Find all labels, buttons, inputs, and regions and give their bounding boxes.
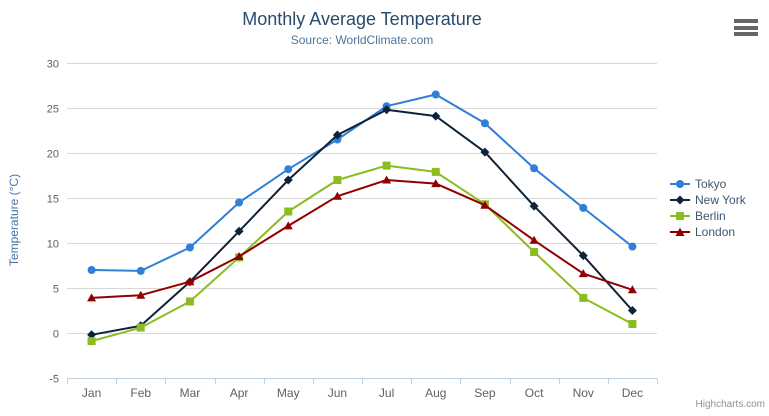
xaxis-category-label: Nov xyxy=(573,386,594,400)
data-point-new-york[interactable] xyxy=(382,105,392,115)
chart-title: Monthly Average Temperature xyxy=(242,9,482,29)
xaxis-category-label: Mar xyxy=(180,386,201,400)
data-point-berlin[interactable] xyxy=(136,323,145,332)
legend-item-label: Tokyo xyxy=(695,176,727,191)
data-point-tokyo[interactable] xyxy=(87,266,96,274)
yaxis-tick-label: 5 xyxy=(53,284,59,296)
hamburger-menu-icon xyxy=(734,19,758,23)
xaxis-category-label: Aug xyxy=(425,386,446,400)
series-line-london[interactable] xyxy=(90,179,634,299)
legend-item-new-york[interactable]: New York xyxy=(670,192,746,207)
data-point-new-york[interactable] xyxy=(283,175,293,185)
yaxis-tick-label: 25 xyxy=(47,104,59,116)
circle-series-marker-icon xyxy=(670,179,690,188)
data-point-berlin[interactable] xyxy=(284,207,293,216)
triangle-series-marker-icon xyxy=(670,227,690,236)
hamburger-menu-icon xyxy=(734,25,758,30)
data-point-new-york[interactable] xyxy=(627,306,637,315)
export-menu-button[interactable] xyxy=(734,19,758,36)
yaxis-tick-label: -5 xyxy=(49,374,59,386)
data-point-london[interactable] xyxy=(480,200,490,209)
yaxis-tick-label: 10 xyxy=(47,239,59,251)
data-point-tokyo[interactable] xyxy=(185,243,194,252)
legend: Tokyo New York Berlin London xyxy=(670,176,746,239)
data-point-berlin[interactable] xyxy=(382,161,391,170)
data-point-berlin[interactable] xyxy=(579,293,588,302)
legend-item-london[interactable]: London xyxy=(670,224,746,239)
series-line-tokyo[interactable] xyxy=(90,93,634,272)
data-point-tokyo[interactable] xyxy=(235,198,244,207)
xaxis-category-label: Apr xyxy=(230,386,249,400)
series-line-new-york[interactable] xyxy=(90,108,634,336)
data-point-london[interactable] xyxy=(185,277,195,286)
data-point-tokyo[interactable] xyxy=(136,266,145,275)
data-point-tokyo[interactable] xyxy=(530,164,539,173)
data-point-tokyo[interactable] xyxy=(628,242,637,251)
data-point-london[interactable] xyxy=(578,269,588,278)
data-point-new-york[interactable] xyxy=(332,130,342,140)
chart-subtitle: Source: WorldClimate.com xyxy=(290,33,434,47)
data-point-london[interactable] xyxy=(136,290,146,299)
yaxis-tick-label: 30 xyxy=(47,59,59,71)
data-point-new-york[interactable] xyxy=(578,251,588,261)
data-point-tokyo[interactable] xyxy=(431,90,440,99)
legend-item-label: London xyxy=(695,224,736,239)
yaxis-tick-label: 20 xyxy=(47,149,59,161)
data-point-london[interactable] xyxy=(529,235,539,244)
data-point-london[interactable] xyxy=(627,285,637,294)
data-point-new-york[interactable] xyxy=(529,201,539,211)
data-point-berlin[interactable] xyxy=(333,176,342,184)
xaxis-category-label: Jan xyxy=(82,386,101,400)
xaxis-category-label: Jul xyxy=(379,386,394,400)
legend-item-berlin[interactable]: Berlin xyxy=(670,208,746,223)
data-point-berlin[interactable] xyxy=(628,320,637,328)
data-point-london[interactable] xyxy=(382,175,392,184)
xaxis-category-label: Dec xyxy=(622,386,643,400)
yaxis-tick-label: 0 xyxy=(53,329,59,341)
data-point-london[interactable] xyxy=(431,179,441,188)
legend-item-label: New York xyxy=(695,192,746,207)
series-line-berlin[interactable] xyxy=(90,164,634,343)
xaxis-category-label: Oct xyxy=(525,386,544,400)
data-point-new-york[interactable] xyxy=(480,147,490,157)
data-point-berlin[interactable] xyxy=(185,297,194,306)
data-point-london[interactable] xyxy=(234,252,244,260)
xaxis-category-label: Jun xyxy=(328,386,347,400)
data-point-berlin[interactable] xyxy=(431,167,440,176)
data-point-london[interactable] xyxy=(283,221,293,230)
xaxis-category-label: May xyxy=(277,386,300,400)
yaxis-tick-label: 15 xyxy=(47,194,59,206)
data-point-tokyo[interactable] xyxy=(284,165,293,174)
diamond-series-marker-icon xyxy=(670,195,690,204)
legend-item-tokyo[interactable]: Tokyo xyxy=(670,176,746,191)
xaxis-category-label: Sep xyxy=(474,386,496,400)
data-point-berlin[interactable] xyxy=(530,248,539,256)
yaxis-title: Temperature (°C) xyxy=(7,173,21,267)
data-point-berlin[interactable] xyxy=(87,337,96,346)
data-point-new-york[interactable] xyxy=(431,111,441,121)
data-point-london[interactable] xyxy=(332,191,342,200)
credits-link[interactable]: Highcharts.com xyxy=(695,399,765,410)
data-point-new-york[interactable] xyxy=(87,330,97,340)
hamburger-menu-icon xyxy=(734,32,758,36)
legend-item-label: Berlin xyxy=(695,208,726,223)
square-series-marker-icon xyxy=(670,211,690,220)
data-point-tokyo[interactable] xyxy=(579,203,588,212)
data-point-new-york[interactable] xyxy=(234,226,244,236)
data-point-london[interactable] xyxy=(87,293,97,302)
data-point-tokyo[interactable] xyxy=(480,119,489,128)
xaxis-category-label: Feb xyxy=(130,386,151,400)
